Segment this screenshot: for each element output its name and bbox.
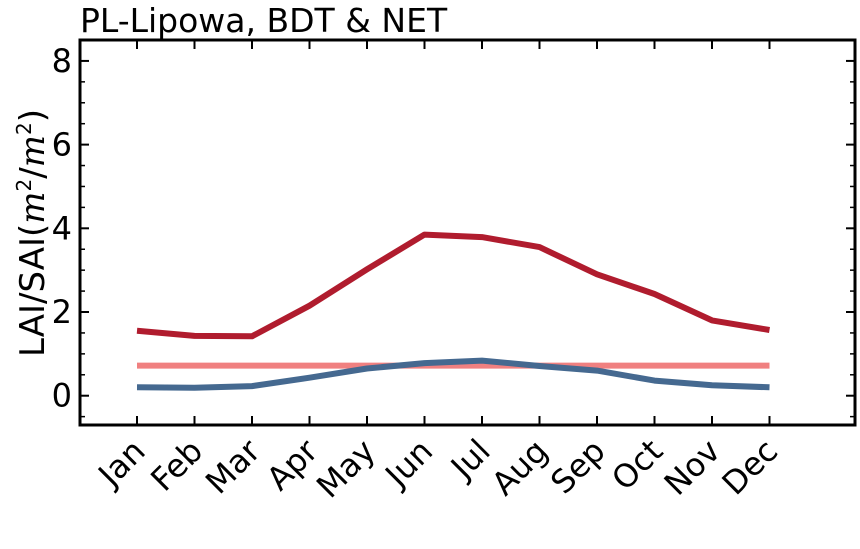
- y-axis-unit-exp-1: 2: [12, 179, 36, 192]
- y-axis-unit-exp-2: 2: [12, 122, 36, 135]
- y-axis-label-text: LAI/SAI: [13, 237, 53, 357]
- x-tick-label: Aug: [484, 432, 555, 503]
- x-tick-label: Jun: [377, 432, 441, 496]
- series-line-3: [136, 357, 770, 391]
- series-line-1: [136, 231, 770, 340]
- x-tick-label: Dec: [715, 432, 786, 503]
- y-tick-label: 4: [52, 209, 72, 247]
- y-tick-label: 2: [52, 293, 72, 331]
- y-axis-unit-base-1: m: [13, 191, 53, 223]
- y-tick-label: 6: [52, 126, 72, 164]
- chart-title: PL-Lipowa, BDT & NET: [80, 1, 448, 40]
- x-tick-label: Sep: [543, 432, 613, 502]
- y-tick-label: 8: [52, 42, 72, 80]
- plot-frame: [78, 38, 857, 427]
- y-axis-label: LAI/SAI(m2/m2): [12, 109, 53, 357]
- x-tick-label: Mar: [198, 431, 268, 501]
- x-tick-label: Jan: [89, 432, 152, 495]
- y-tick-label: 0: [52, 377, 72, 415]
- x-tick-label: Oct: [604, 432, 670, 498]
- series-layer: [136, 231, 770, 391]
- x-tick-label: Apr: [259, 431, 326, 498]
- x-tick-label: May: [309, 432, 383, 506]
- x-tick-label: Nov: [657, 432, 728, 503]
- x-tick-label: Feb: [143, 432, 210, 499]
- y-axis-unit-base-2: m: [13, 135, 53, 167]
